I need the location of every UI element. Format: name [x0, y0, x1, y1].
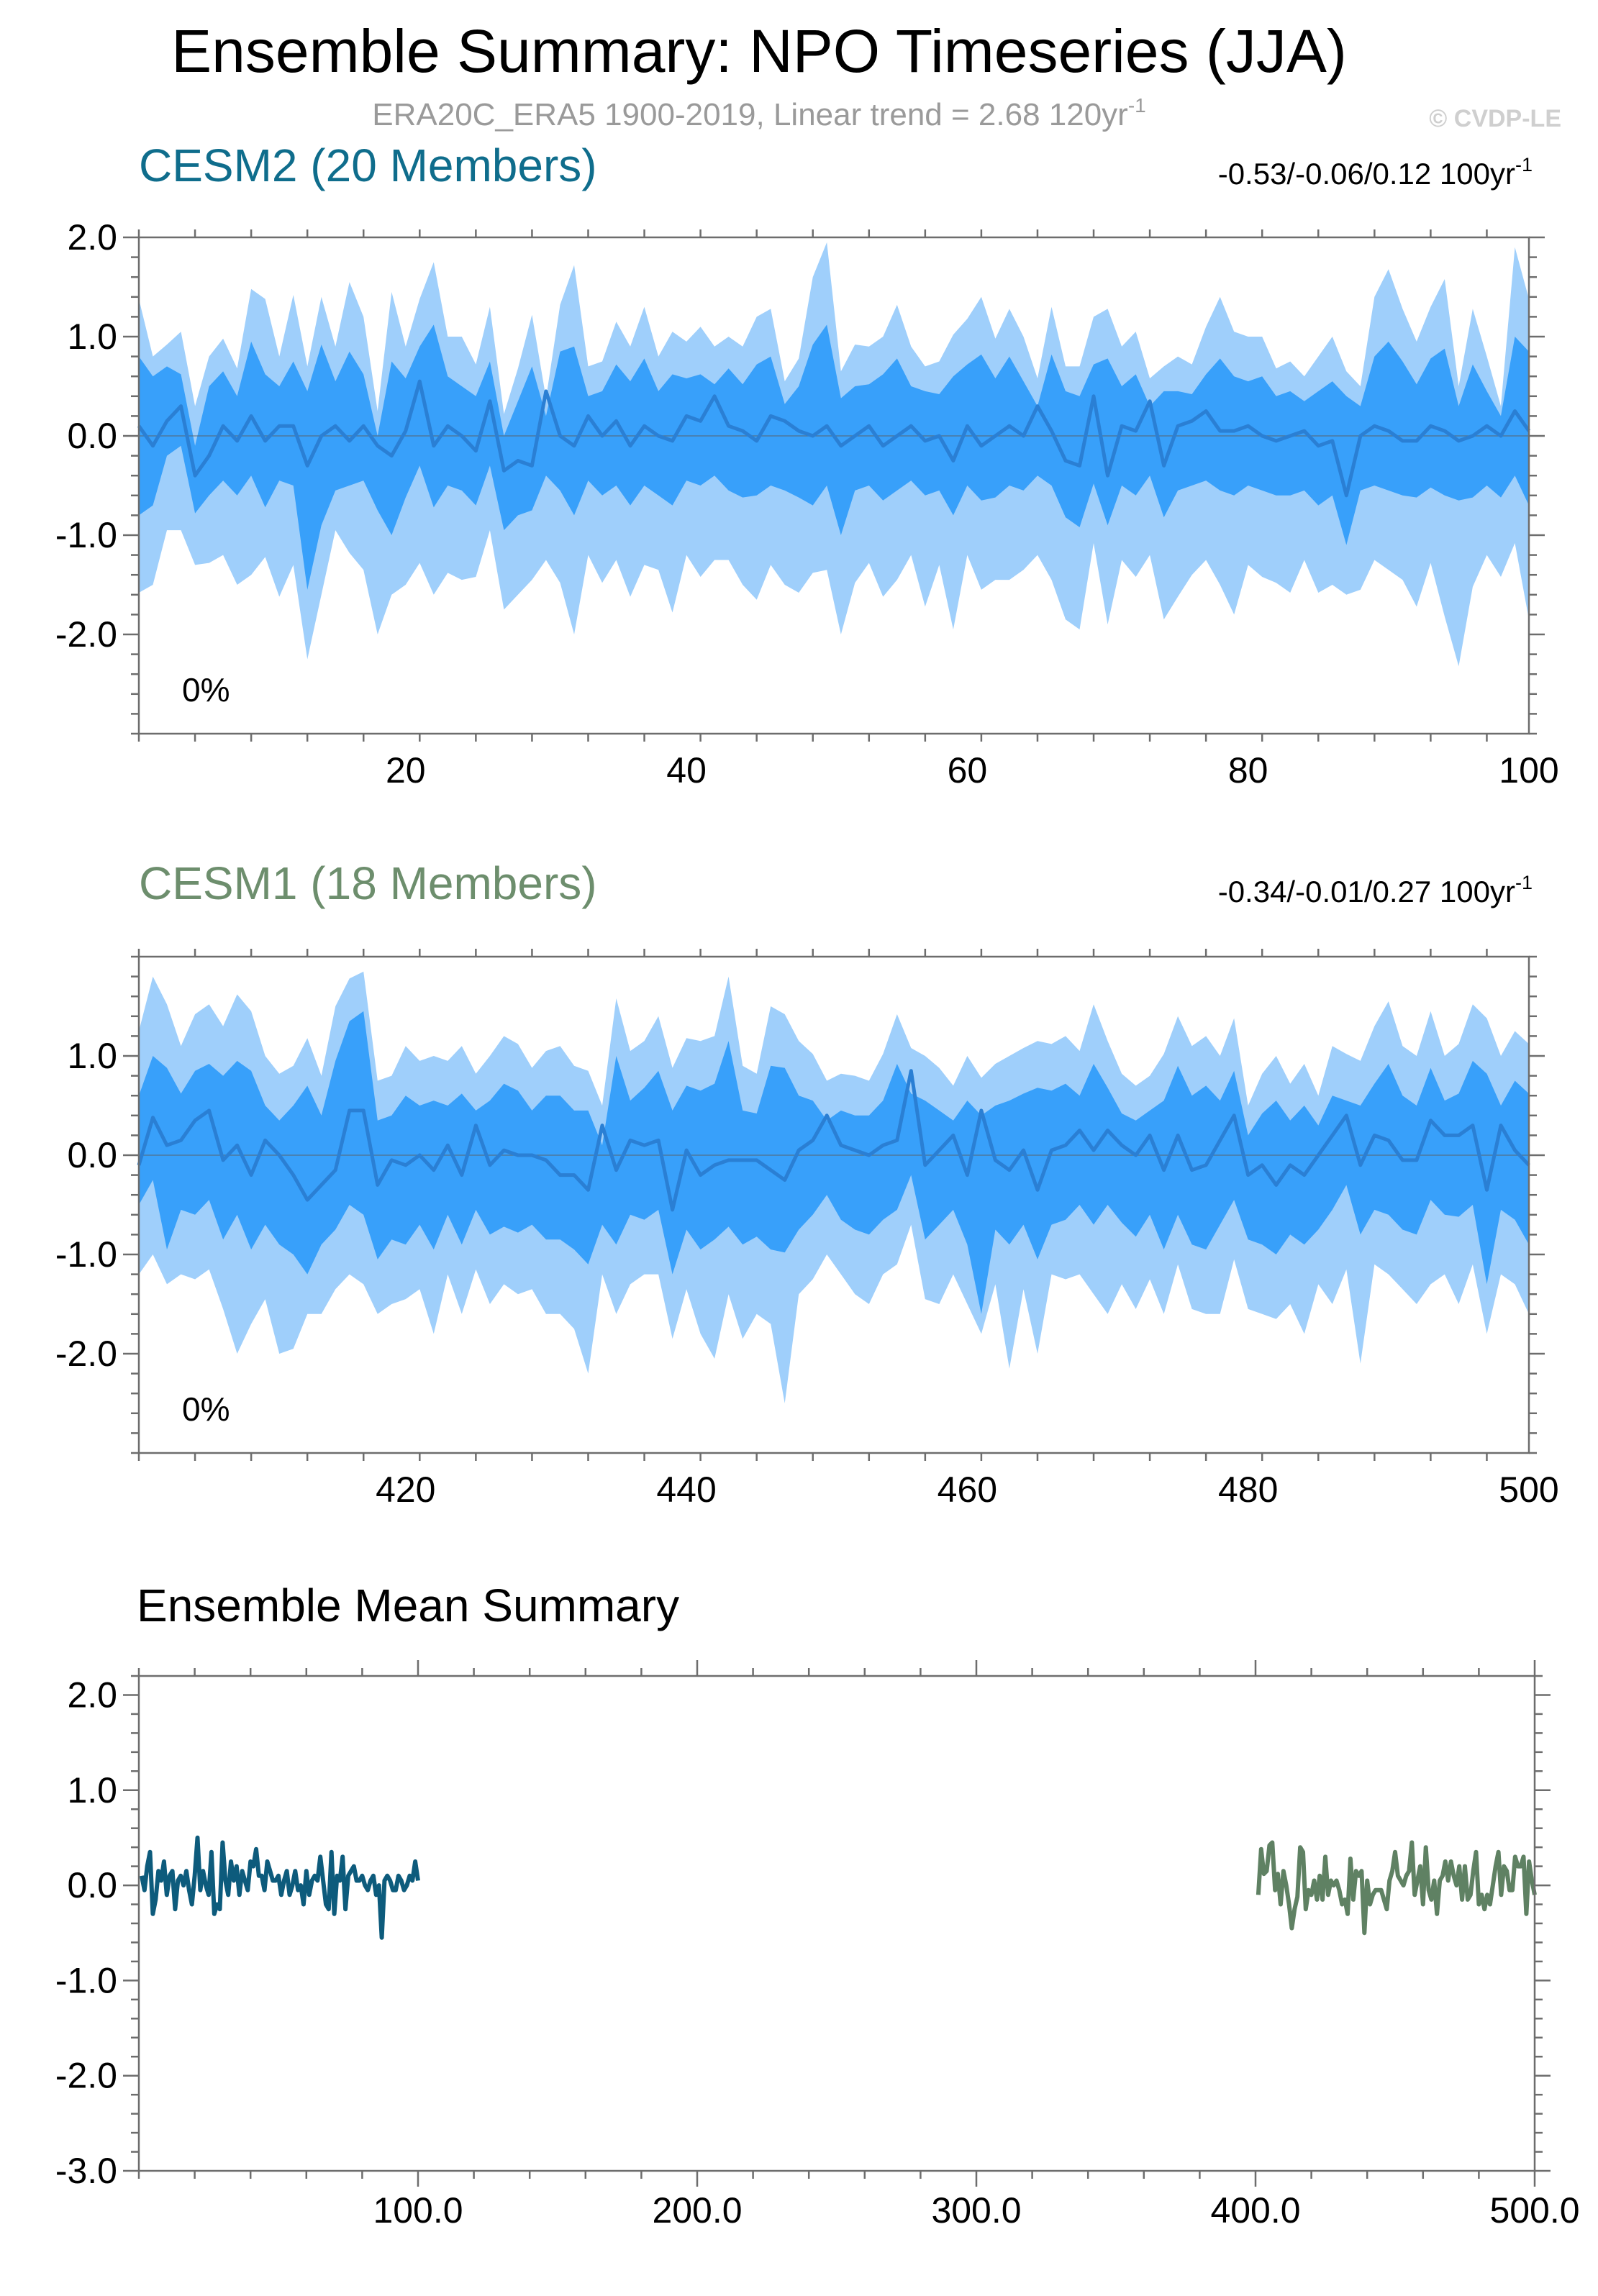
percent-label-cesm2: 0%	[182, 671, 230, 709]
x-tick-label: 40	[666, 750, 707, 791]
panel-title-cesm1: CESM1 (18 Members)	[139, 857, 597, 909]
x-tick-label: 200.0	[652, 2190, 742, 2231]
y-tick-label: 1.0	[67, 1036, 117, 1076]
y-tick-label: 1.0	[67, 1770, 117, 1810]
y-tick-label: 2.0	[67, 217, 117, 258]
bands-cesm1	[137, 971, 1530, 1403]
x-tick-label: 300.0	[931, 2190, 1021, 2231]
x-tick-label: 420	[376, 1470, 435, 1510]
panel-title-ensemble-mean: Ensemble Mean Summary	[137, 1580, 679, 1631]
plot-frame	[137, 1675, 1536, 2172]
y-tick-label: -1.0	[55, 1234, 117, 1275]
x-tick-label: 500.0	[1489, 2190, 1579, 2231]
y-tick-label: -2.0	[55, 614, 117, 655]
plot-frame	[137, 236, 1530, 735]
subtitle-superscript: -1	[1128, 94, 1146, 117]
y-tick-label: -2.0	[55, 2056, 117, 2096]
y-tick-label: 0.0	[67, 416, 117, 456]
median-line	[137, 379, 1531, 498]
lines-ensemble-mean	[139, 1835, 1537, 1940]
x-tick-label: 100	[1499, 750, 1558, 791]
x-tick-label: 460	[938, 1470, 997, 1510]
x-tick-label: 400.0	[1210, 2190, 1300, 2231]
trend-label-cesm1-main: -0.34/-0.01/0.27 100yr	[1218, 875, 1515, 908]
ensemble-mean-line-1	[139, 1835, 420, 1940]
y-tick-label: -2.0	[55, 1334, 117, 1374]
main-title: Ensemble Summary: NPO Timeseries (JJA)	[171, 17, 1347, 85]
x-tick-label: 100.0	[373, 2190, 463, 2231]
y-tick-label: 1.0	[67, 316, 117, 357]
y-tick-label: -3.0	[55, 2151, 117, 2191]
plot-frame	[137, 955, 1530, 1454]
panel-title-cesm2: CESM2 (20 Members)	[139, 140, 597, 191]
inner-range-band	[139, 1011, 1529, 1314]
x-tick-label: 480	[1218, 1470, 1278, 1510]
inner-range-band	[139, 324, 1529, 590]
y-tick-label: 0.0	[67, 1865, 117, 1905]
trend-label-cesm2-main: -0.53/-0.06/0.12 100yr	[1218, 157, 1515, 191]
x-tick-label: 60	[948, 750, 988, 791]
trend-label-cesm2-superscript: -1	[1515, 154, 1533, 176]
trend-label-cesm2: -0.53/-0.06/0.12 100yr-1	[1218, 154, 1533, 191]
panel-cesm1: CESM1 (18 Members) -0.34/-0.01/0.27 100y…	[55, 857, 1559, 1510]
x-tick-label: 80	[1228, 750, 1268, 791]
y-tick-label: 0.0	[67, 1135, 117, 1175]
x-tick-label: 500	[1499, 1470, 1558, 1510]
axes-ensemble-mean: 100.0 200.0 300.0 400.0 500.0 2.0 1.0 0.0 -1.0 -2…	[55, 1660, 1580, 2231]
bands-cesm2	[137, 242, 1531, 667]
ensemble-mean-line-2	[1256, 1840, 1537, 1936]
subtitle-main: ERA20C_ERA5 1900-2019, Linear trend = 2.…	[372, 97, 1128, 132]
trend-label-cesm1-superscript: -1	[1515, 872, 1533, 893]
subtitle: ERA20C_ERA5 1900-2019, Linear trend = 2.…	[372, 94, 1146, 132]
x-tick-label: 440	[656, 1470, 716, 1510]
panel-cesm2: CESM2 (20 Members) -0.53/-0.06/0.12 100y…	[55, 140, 1559, 791]
median-line	[137, 1069, 1530, 1212]
y-tick-label: -1.0	[55, 1960, 117, 2000]
y-tick-label: 2.0	[67, 1675, 117, 1715]
x-tick-label: 20	[386, 750, 426, 791]
panel-ensemble-mean: Ensemble Mean Summary 100.0 200.0 300.0 400…	[55, 1580, 1580, 2231]
y-tick-label: -1.0	[55, 515, 117, 555]
axes-cesm2: 20 40 60 80 100 2.0 1.0 0.0 -1.0 -2.0	[55, 217, 1559, 791]
axes-cesm1: 420 440 460 480 500 1.0 0.0 -1.0 -2.0	[55, 949, 1559, 1510]
credit-watermark: © CVDP-LE	[1429, 105, 1561, 132]
percent-label-cesm1: 0%	[182, 1390, 230, 1428]
trend-label-cesm1: -0.34/-0.01/0.27 100yr-1	[1218, 872, 1533, 908]
